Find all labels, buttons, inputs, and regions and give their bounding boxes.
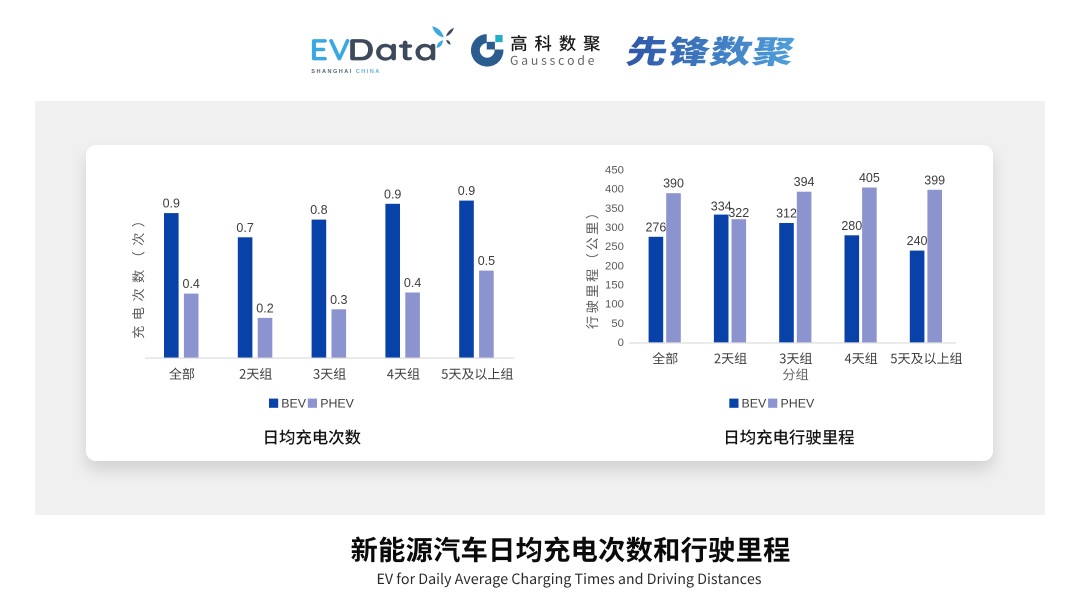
svg-text:400: 400 xyxy=(605,184,624,196)
svg-text:100: 100 xyxy=(605,299,624,311)
svg-text:350: 350 xyxy=(605,203,624,215)
svg-text:0.7: 0.7 xyxy=(236,221,253,235)
svg-text:276: 276 xyxy=(645,220,666,234)
svg-text:200: 200 xyxy=(605,260,624,272)
svg-text:150: 150 xyxy=(605,280,624,292)
svg-text:0.9: 0.9 xyxy=(163,197,180,211)
svg-text:0.4: 0.4 xyxy=(404,276,421,290)
svg-text:BEV: BEV xyxy=(742,396,768,410)
svg-text:BEV: BEV xyxy=(281,396,307,410)
svg-text:240: 240 xyxy=(907,234,928,248)
svg-text:0.5: 0.5 xyxy=(478,254,495,268)
svg-text:50: 50 xyxy=(611,318,624,330)
svg-text:399: 399 xyxy=(924,173,945,187)
svg-text:0.3: 0.3 xyxy=(330,293,347,307)
svg-text:PHEV: PHEV xyxy=(781,396,815,410)
svg-text:450: 450 xyxy=(605,165,624,177)
svg-text:0.8: 0.8 xyxy=(310,203,327,217)
svg-text:322: 322 xyxy=(728,206,749,220)
svg-text:250: 250 xyxy=(605,241,624,253)
svg-text:PHEV: PHEV xyxy=(320,396,354,410)
svg-text:0.2: 0.2 xyxy=(256,301,273,315)
svg-text:300: 300 xyxy=(605,222,624,234)
svg-text:0.9: 0.9 xyxy=(384,187,401,201)
svg-text:390: 390 xyxy=(663,177,684,191)
svg-text:0.9: 0.9 xyxy=(458,184,475,198)
svg-text:280: 280 xyxy=(841,219,862,233)
svg-text:SHANGHAI CHINA: SHANGHAI CHINA xyxy=(311,69,380,75)
svg-text:394: 394 xyxy=(794,175,815,189)
svg-text:334: 334 xyxy=(711,199,732,213)
svg-text:0: 0 xyxy=(618,337,624,349)
svg-text:0.4: 0.4 xyxy=(183,277,200,291)
svg-text:312: 312 xyxy=(776,207,797,221)
svg-text:405: 405 xyxy=(859,171,880,185)
